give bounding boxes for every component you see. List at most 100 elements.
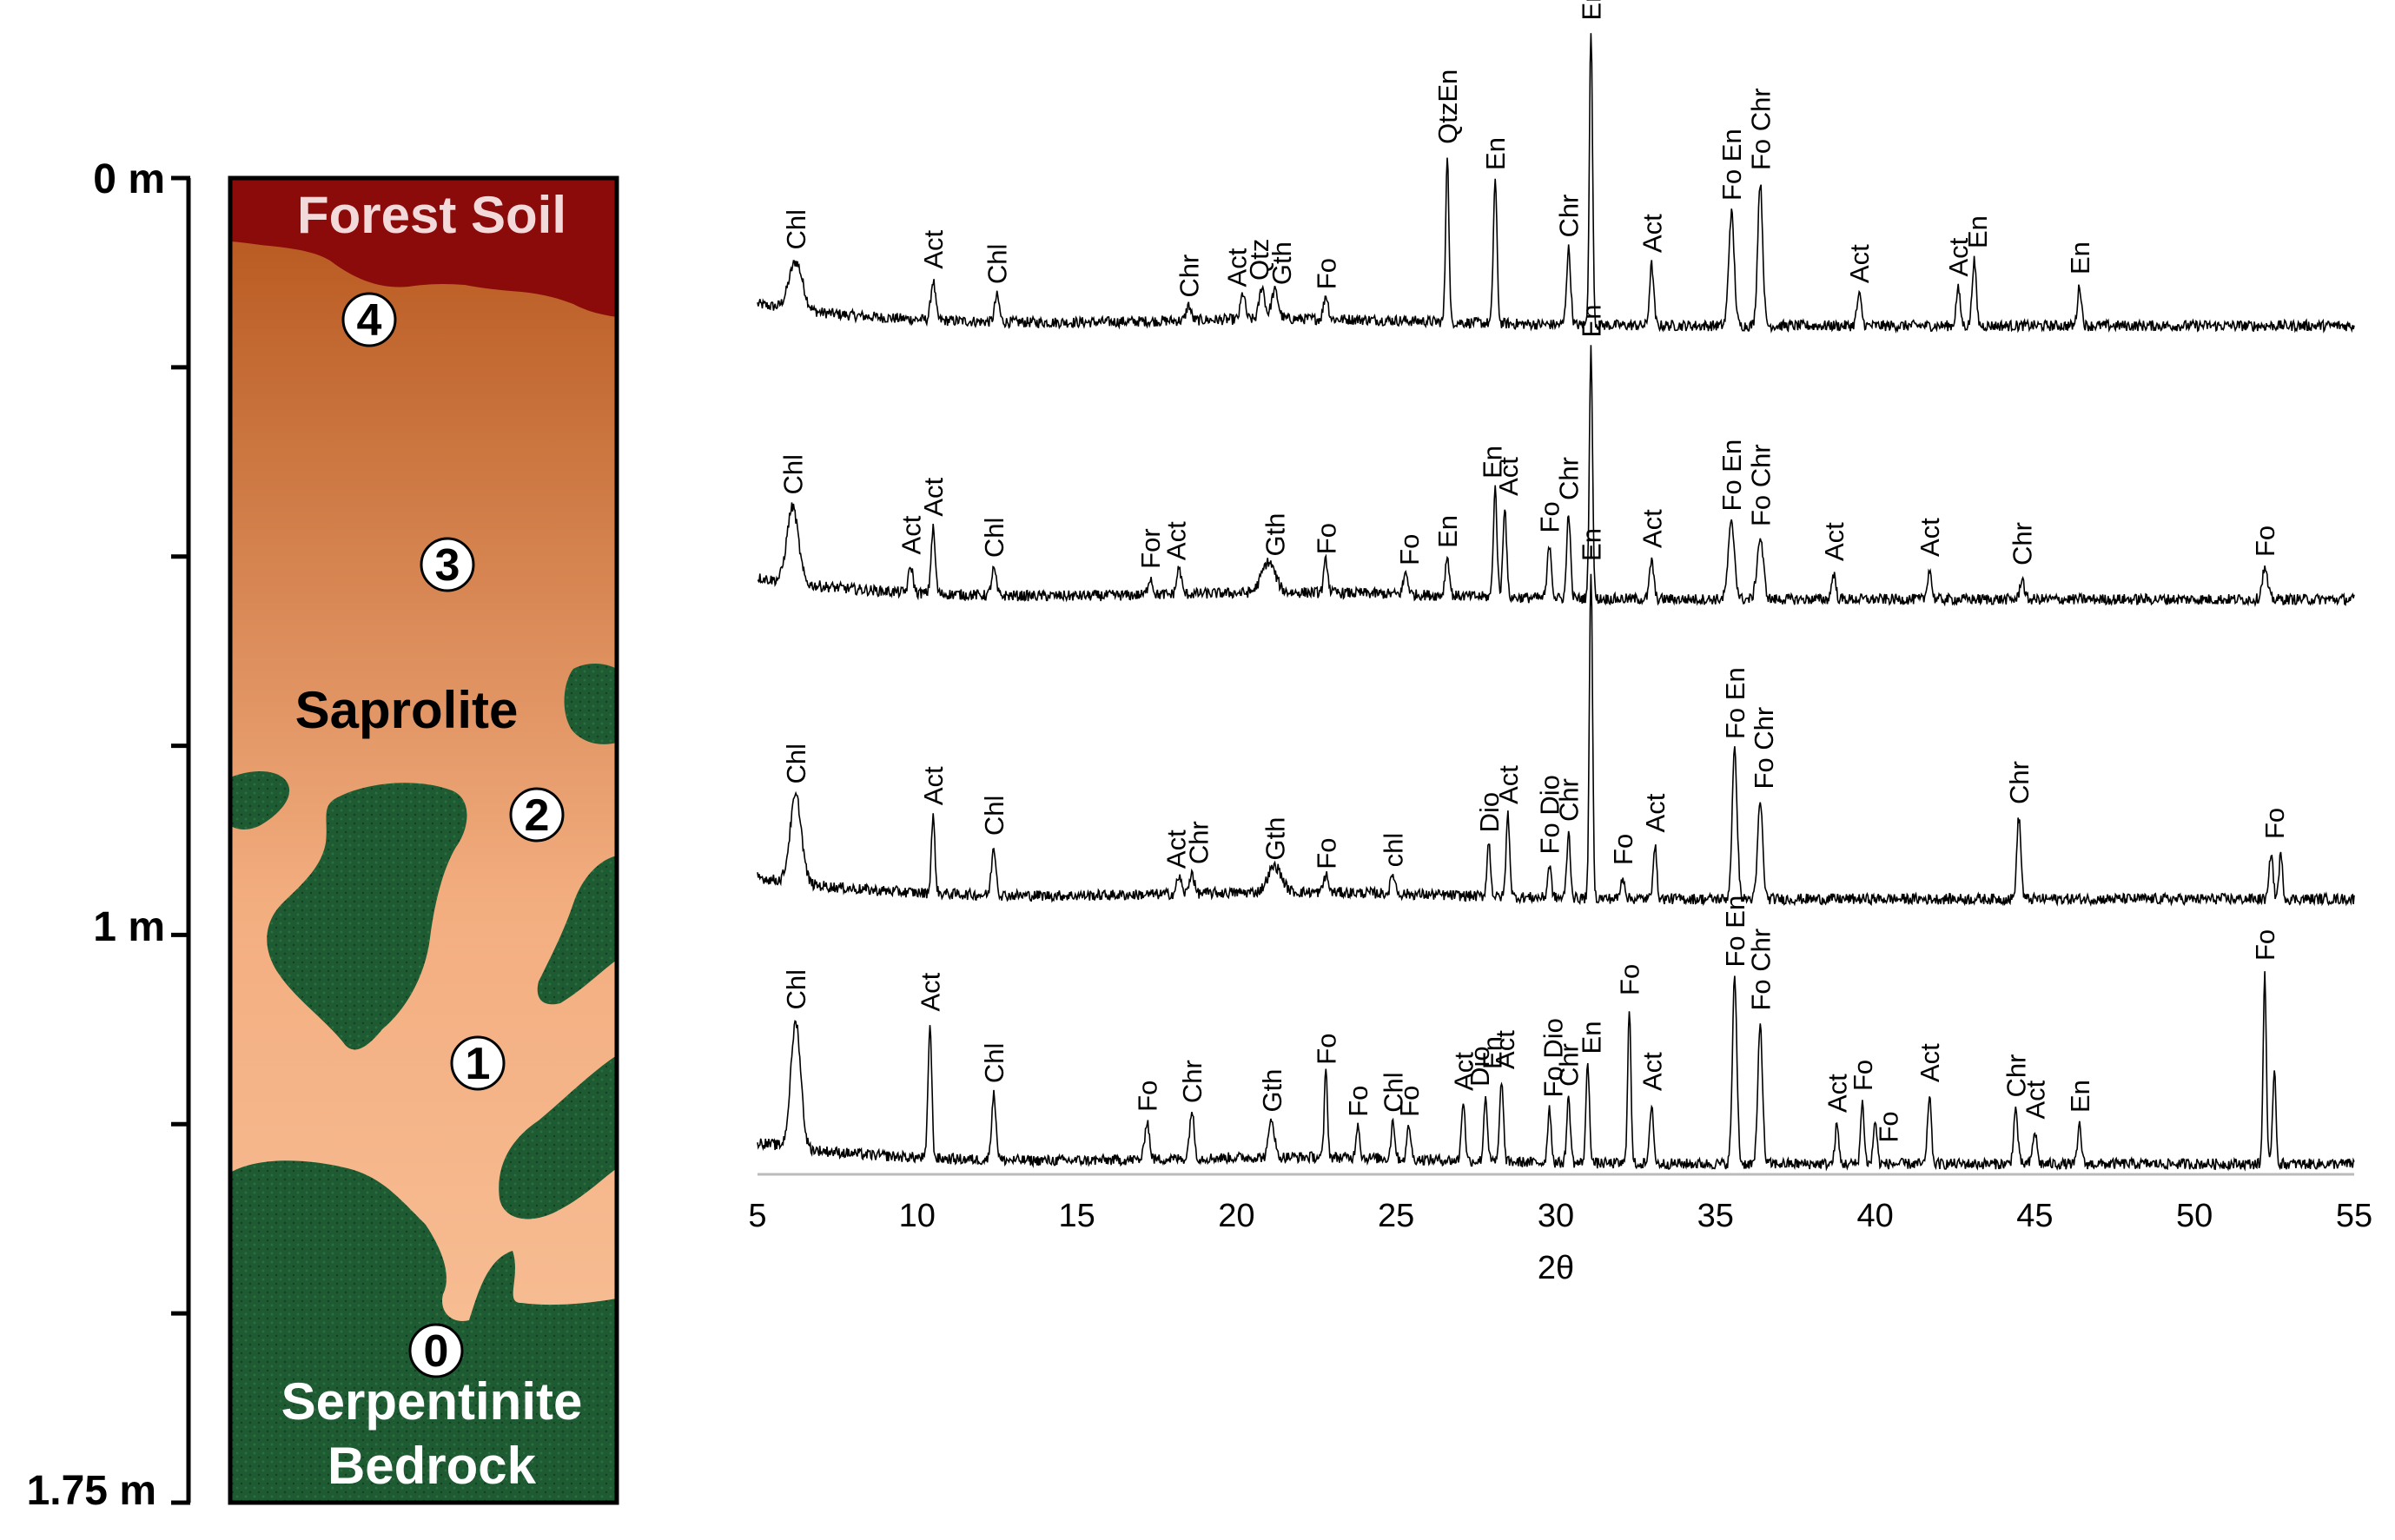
x-tick-label: 35 [1697, 1198, 1734, 1234]
peak-label: Fo [1535, 501, 1565, 532]
peak-label: Act [918, 230, 949, 269]
sample-marker-4-circle [341, 292, 397, 347]
bedrock-island-central [267, 783, 467, 1050]
sample-marker-2-text: 2 [525, 790, 550, 841]
peak-label: Act [1161, 829, 1192, 869]
peak-label: Act [1221, 248, 1252, 287]
bedrock-island-top-right [564, 664, 617, 744]
saprolite-label: Saprolite [295, 681, 519, 739]
xrd-trace-sample-2 [757, 573, 2355, 908]
peak-label: Dio [1474, 792, 1505, 833]
peak-label: En [1432, 515, 1463, 548]
xrd-trace-sample-1 [757, 971, 2355, 1172]
peak-label: En [1576, 0, 1606, 20]
depth-ticks [171, 175, 190, 1505]
peak-label: Fo Chr [1749, 707, 1779, 790]
sample-marker-1-circle [450, 1035, 506, 1091]
peak-label: Gth [1260, 817, 1291, 861]
peak-label: Act [896, 515, 926, 554]
peak-label: Fo [1311, 258, 1341, 289]
peak-label: Fo Chr [1745, 444, 1776, 526]
peak-label: Chr [1554, 1043, 1585, 1087]
peak-label: Fo [1394, 534, 1425, 565]
peak-label: Chr [1174, 254, 1204, 298]
bedrock-island-right-upper [537, 856, 617, 1005]
peak-label: En [1576, 305, 1606, 338]
peak-label: En [1576, 528, 1606, 561]
xrd-x-axis-title: 2θ [1538, 1250, 1574, 1286]
peak-label: Chl [781, 744, 811, 784]
bedrock-island-left [230, 771, 290, 829]
peak-label: Chl [781, 969, 811, 1010]
peak-label: Act [1637, 509, 1667, 548]
peak-label: En [1576, 1021, 1606, 1054]
peak-label: Fo [1394, 1086, 1425, 1117]
peak-label: En [1962, 215, 1993, 248]
peak-label: Act [1915, 518, 1945, 557]
peak-label: Chl [979, 796, 1009, 836]
peak-label: Qtz [1244, 239, 1274, 281]
peak-label: Act [1943, 237, 1974, 276]
peak-label: Act [1819, 522, 1849, 561]
peak-label: En [2065, 1080, 2095, 1113]
x-tick-label: 15 [1058, 1198, 1095, 1234]
x-tick-label: 50 [2176, 1198, 2213, 1234]
peak-label: Act [1161, 521, 1192, 560]
peak-label: Chr [1183, 821, 1214, 864]
peak-label: Fo Dio [1535, 775, 1565, 854]
forest-soil-label: Forest Soil [297, 186, 566, 244]
peak-label: Gth [1257, 1069, 1287, 1113]
peak-label: Chr [2008, 522, 2038, 565]
sample-marker-3-circle [420, 537, 475, 592]
peak-label: Fo [1311, 523, 1341, 554]
x-tick-label: 25 [1378, 1198, 1414, 1234]
peak-label: Fo [1608, 834, 1638, 865]
peak-label: Act [1637, 214, 1667, 253]
sample-marker-0-text: 0 [424, 1326, 449, 1377]
peak-label: Act [1915, 1043, 1945, 1082]
peak-label: Fo [1311, 1034, 1341, 1065]
peak-label: Chr [1554, 457, 1585, 500]
peak-label: For [1135, 528, 1166, 569]
peak-label: chl [1379, 833, 1409, 868]
peak-label: Act [1844, 244, 1875, 283]
sample-marker-3: 3 [420, 537, 475, 592]
peak-label: Act [1493, 765, 1524, 804]
peak-label: Fo [2250, 929, 2280, 961]
peak-label: Gth [1267, 241, 1297, 285]
forest-soil-layer [230, 178, 617, 317]
xrd-trace-sample-3 [757, 345, 2355, 608]
peak-label: Act [918, 478, 949, 517]
peak-label: Fo Chr [1745, 88, 1776, 170]
x-tick-label: 20 [1218, 1198, 1254, 1234]
peak-label: Chl [979, 518, 1009, 558]
peak-label: Fo En [1720, 667, 1750, 739]
bedrock-label-line2: Bedrock [327, 1437, 537, 1495]
peak-label: Chl [781, 209, 811, 250]
peak-label: Fo En [1717, 440, 1747, 512]
peak-label: Act [1493, 457, 1524, 496]
soil-profile: 0 m 1 m 1.75 m Forest Soil Saprol [27, 156, 619, 1514]
depth-label-1m: 1 m [93, 904, 165, 950]
peak-label: Act [918, 766, 949, 805]
bedrock-island-right-lower [499, 1055, 617, 1219]
peak-label: Fo [1132, 1081, 1162, 1112]
peak-label: En [2065, 241, 2095, 274]
peak-label: Act [1490, 1030, 1520, 1069]
sample-marker-0: 0 [408, 1323, 464, 1378]
peak-label: Gth [1260, 513, 1291, 557]
xrd-tick-labels: 5 10 15 20 25 30 35 40 45 50 55 [748, 1198, 2372, 1234]
peak-label: Act [1822, 1074, 1852, 1113]
peak-label: QtzEn [1432, 69, 1463, 144]
peak-label: Fo [2250, 525, 2280, 557]
sample-marker-0-circle [408, 1323, 464, 1378]
x-tick-label: 30 [1538, 1198, 1574, 1234]
peak-label: Act [1640, 793, 1671, 832]
x-tick-label: 10 [899, 1198, 936, 1234]
peak-label: Fo Chr [1745, 929, 1776, 1011]
peak-label: Act [916, 972, 946, 1011]
peak-label: Chl [979, 1043, 1009, 1084]
